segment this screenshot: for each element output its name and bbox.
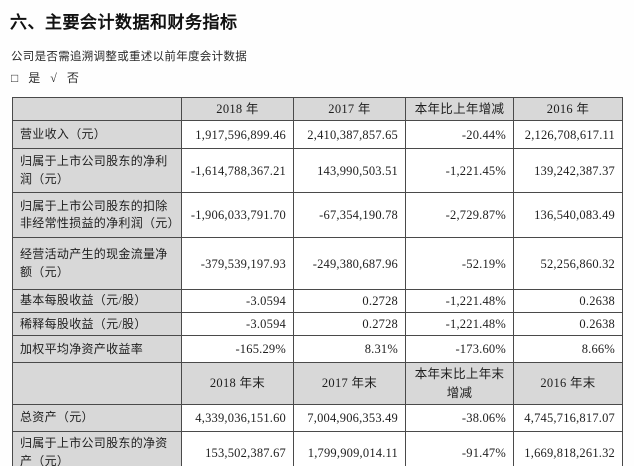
table-row-total-assets: 总资产（元） 4,339,036,151.60 7,004,906,353.49… xyxy=(12,403,623,432)
cell-change: -52.19% xyxy=(405,237,514,291)
cell-2017: 0.2728 xyxy=(293,312,406,337)
cell-2016: 139,242,387.37 xyxy=(513,148,623,194)
row-label: 基本每股收益（元/股） xyxy=(12,289,182,314)
cell-2017: 1,799,909,014.11 xyxy=(293,430,406,466)
cell-2016: 1,669,818,261.32 xyxy=(513,430,623,466)
period-end-header-row: 2018 年末 2017 年末 本年末比上年末增减 2016 年末 xyxy=(12,362,623,405)
cell-2017: 2,410,387,857.65 xyxy=(293,120,406,150)
checkmark-no-icon: √ xyxy=(50,71,57,85)
cell-2018: 153,502,387.67 xyxy=(181,430,294,466)
annual-header-2018: 2018 年 xyxy=(181,96,294,122)
period-end-header-change: 本年末比上年末增减 xyxy=(405,362,514,405)
cell-2016: 4,745,716,817.07 xyxy=(513,403,623,432)
table-row-diluted-eps: 稀释每股收益（元/股） -3.0594 0.2728 -1,221.48% 0.… xyxy=(12,312,623,337)
table-row-revenue: 营业收入（元） 1,917,596,899.46 2,410,387,857.6… xyxy=(12,120,623,150)
financial-indicators-table: 2018 年 2017 年 本年比上年增减 2016 年 营业收入（元） 1,9… xyxy=(12,96,623,466)
cell-2018: 1,917,596,899.46 xyxy=(181,120,294,150)
cell-2018: -165.29% xyxy=(181,335,294,364)
table-row-weighted-avg-roe: 加权平均净资产收益率 -165.29% 8.31% -173.60% 8.66% xyxy=(12,335,623,364)
table-row-net-profit: 归属于上市公司股东的净利润（元） -1,614,788,367.21 143,9… xyxy=(12,148,623,194)
cell-change: -173.60% xyxy=(405,335,514,364)
cell-2017: -67,354,190.78 xyxy=(293,192,406,239)
cell-2017: 143,990,503.51 xyxy=(293,148,406,194)
cell-change: -91.47% xyxy=(405,430,514,466)
section-title: 六、主要会计数据和财务指标 xyxy=(10,13,238,32)
checkbox-yes-label: 是 xyxy=(28,71,41,85)
cell-change: -38.06% xyxy=(405,403,514,432)
checkbox-yes-icon: □ xyxy=(11,71,19,85)
table-row-net-profit-excl-nonrecurring: 归属于上市公司股东的扣除非经常性损益的净利润（元） -1,906,033,791… xyxy=(12,192,623,239)
cell-2016: 136,540,083.49 xyxy=(513,192,623,239)
cell-2018: 4,339,036,151.60 xyxy=(181,403,294,432)
cell-2018: -3.0594 xyxy=(181,312,294,337)
cell-2017: -249,380,687.96 xyxy=(293,237,406,291)
table-row-operating-cash-flow: 经营活动产生的现金流量净额（元） -379,539,197.93 -249,38… xyxy=(12,237,623,291)
restatement-answer: □ 是 √ 否 xyxy=(11,69,86,86)
table-row-basic-eps: 基本每股收益（元/股） -3.0594 0.2728 -1,221.48% 0.… xyxy=(12,289,623,314)
row-label: 归属于上市公司股东的扣除非经常性损益的净利润（元） xyxy=(12,192,182,239)
cell-2016: 0.2638 xyxy=(513,289,623,314)
cell-2016: 52,256,860.32 xyxy=(513,237,623,291)
row-label: 营业收入（元） xyxy=(12,120,182,150)
cell-change: -2,729.87% xyxy=(405,192,514,239)
period-end-header-2018: 2018 年末 xyxy=(181,362,294,405)
annual-header-2016: 2016 年 xyxy=(513,96,623,122)
row-label: 稀释每股收益（元/股） xyxy=(12,312,182,337)
period-end-header-2016: 2016 年末 xyxy=(513,362,623,405)
table-row-net-assets: 归属于上市公司股东的净资产（元） 153,502,387.67 1,799,90… xyxy=(12,430,623,466)
cell-2016: 8.66% xyxy=(513,335,623,364)
cell-2018: -3.0594 xyxy=(181,289,294,314)
restatement-question: 公司是否需追溯调整或重述以前年度会计数据 xyxy=(11,51,247,63)
cell-change: -1,221.45% xyxy=(405,148,514,194)
cell-2017: 7,004,906,353.49 xyxy=(293,403,406,432)
cell-2017: 8.31% xyxy=(293,335,406,364)
row-label: 归属于上市公司股东的净利润（元） xyxy=(12,148,182,194)
annual-header-row: 2018 年 2017 年 本年比上年增减 2016 年 xyxy=(12,96,623,122)
annual-header-change: 本年比上年增减 xyxy=(405,96,514,122)
cell-change: -20.44% xyxy=(405,120,514,150)
annual-header-empty-cell xyxy=(12,96,182,122)
cell-2018: -1,906,033,791.70 xyxy=(181,192,294,239)
cell-2017: 0.2728 xyxy=(293,289,406,314)
row-label: 经营活动产生的现金流量净额（元） xyxy=(12,237,182,291)
annual-header-2017: 2017 年 xyxy=(293,96,406,122)
cell-2016: 2,126,708,617.11 xyxy=(513,120,623,150)
row-label: 加权平均净资产收益率 xyxy=(12,335,182,364)
period-end-header-empty-cell xyxy=(12,362,182,405)
cell-2016: 0.2638 xyxy=(513,312,623,337)
cell-change: -1,221.48% xyxy=(405,312,514,337)
checkbox-no-label: 否 xyxy=(66,71,79,85)
row-label: 归属于上市公司股东的净资产（元） xyxy=(12,430,182,466)
cell-change: -1,221.48% xyxy=(405,289,514,314)
row-label: 总资产（元） xyxy=(12,403,182,432)
period-end-header-2017: 2017 年末 xyxy=(293,362,406,405)
cell-2018: -1,614,788,367.21 xyxy=(181,148,294,194)
cell-2018: -379,539,197.93 xyxy=(181,237,294,291)
